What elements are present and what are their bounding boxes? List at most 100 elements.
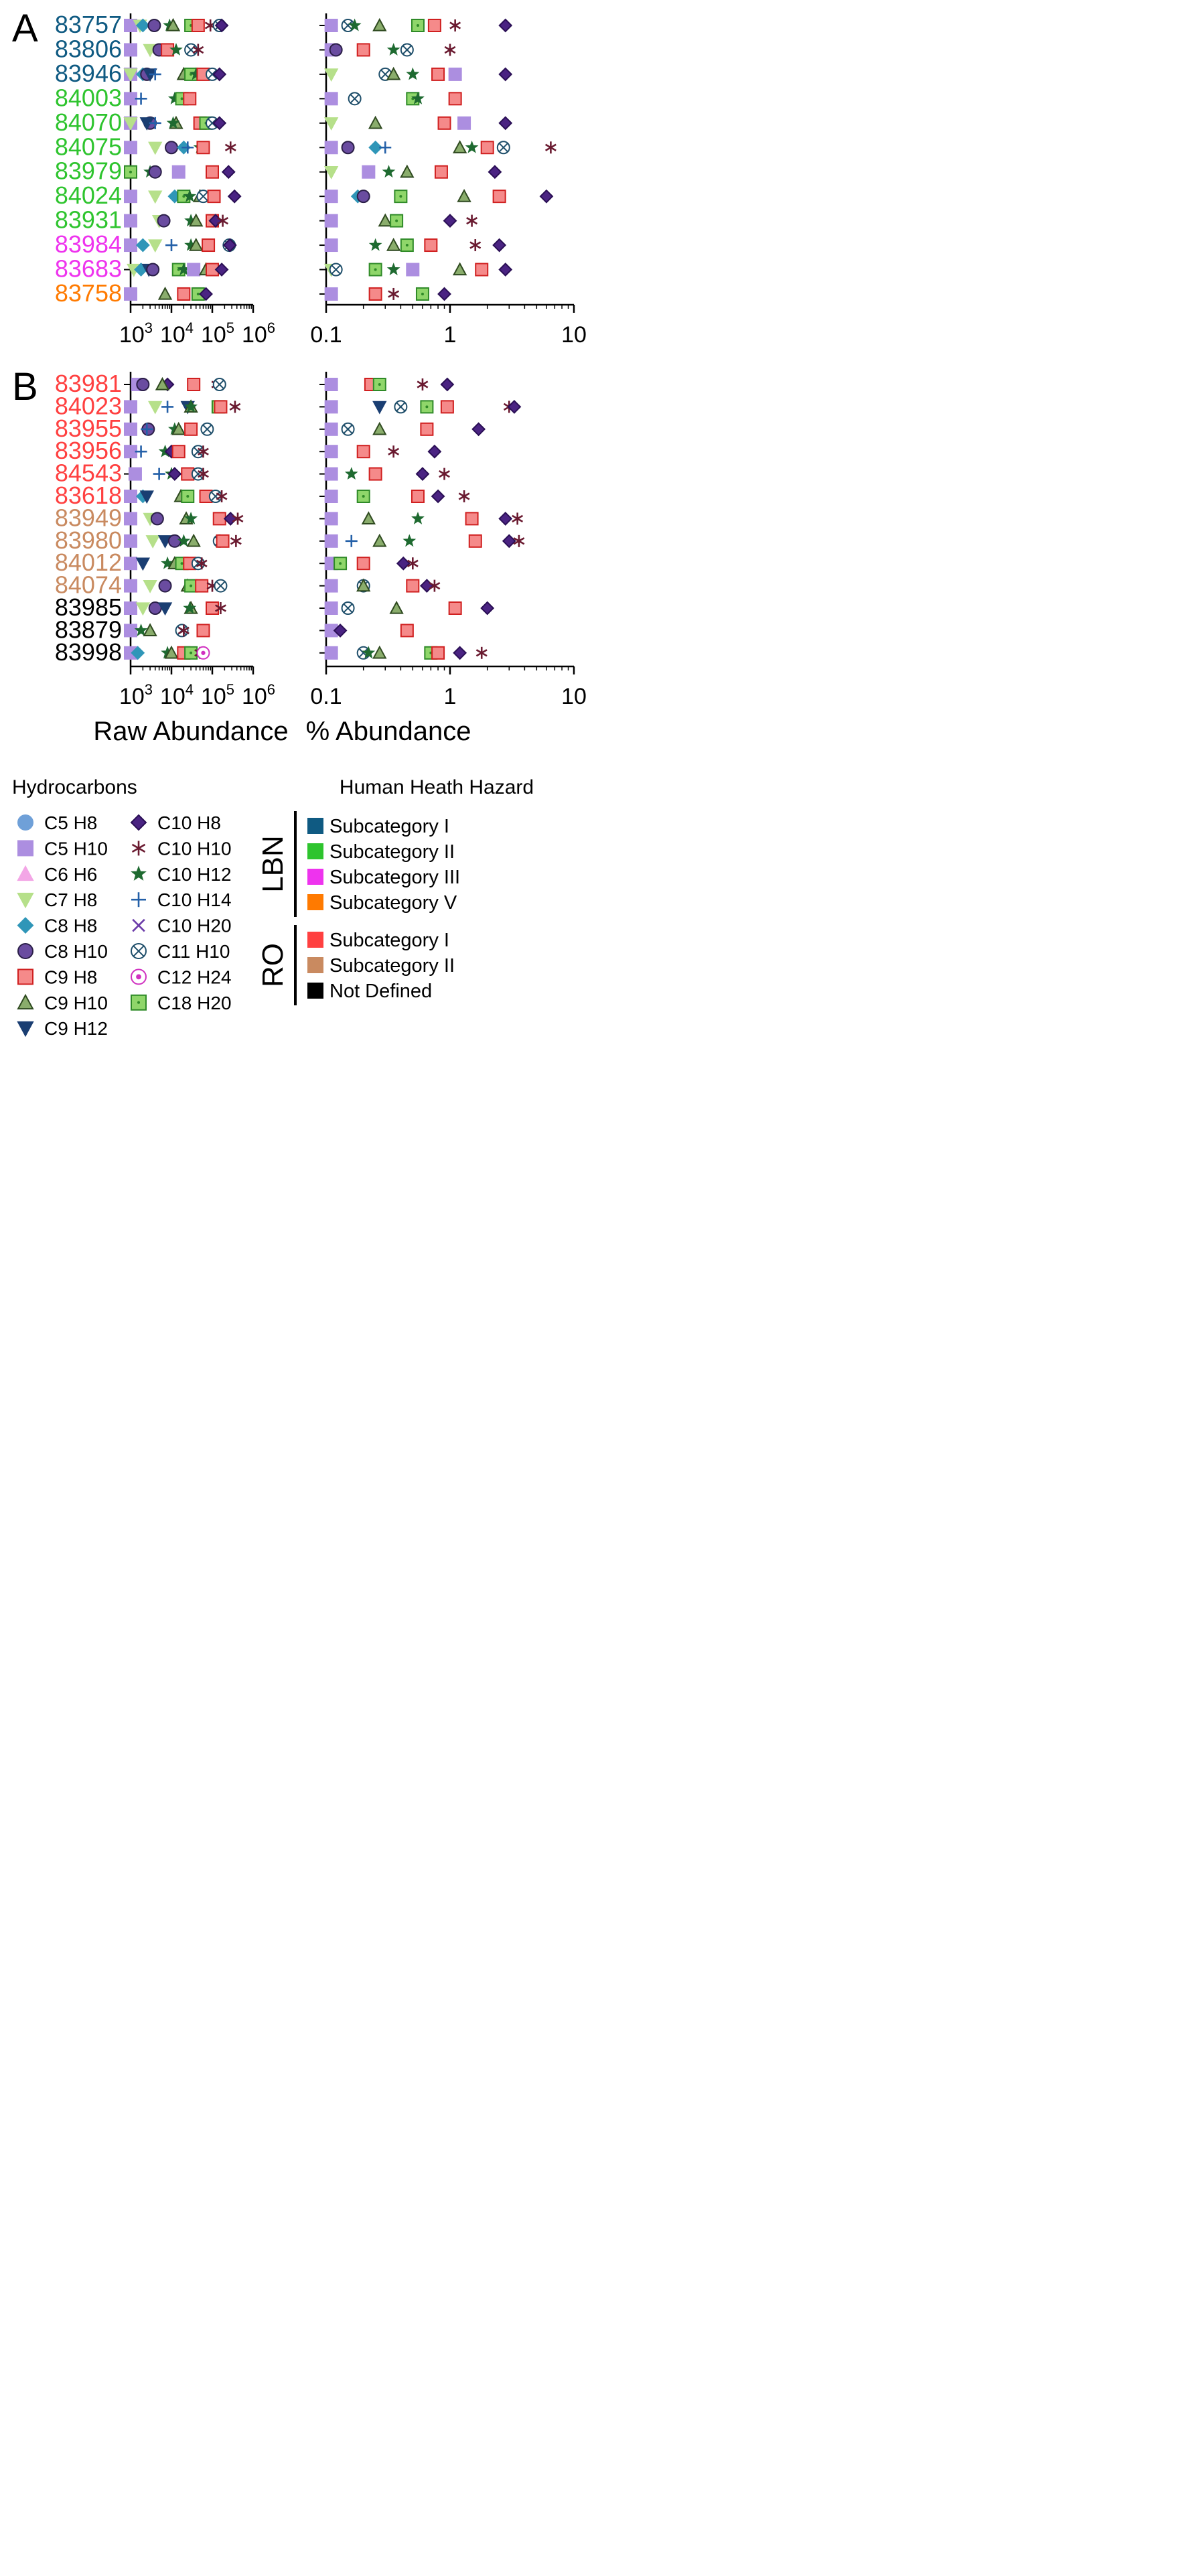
- point-raw-C5H10: [124, 490, 137, 503]
- point-raw-C10H14: [149, 117, 161, 129]
- panel-a-label: A: [12, 7, 38, 50]
- point-pct-C9H10: [356, 578, 371, 592]
- legend-item-C5H8: C5 H8: [17, 812, 97, 833]
- point-pct-C11H10: [348, 92, 362, 106]
- point-pct-C5H10: [324, 92, 338, 106]
- tick-label: 0.1: [310, 322, 342, 348]
- point-pct-C5H10: [324, 646, 338, 660]
- point-raw-C10H10: [224, 141, 236, 154]
- point-raw-C9H8: [206, 165, 219, 179]
- point-pct-C9H10: [452, 262, 467, 276]
- point-pct-C9H8: [480, 141, 494, 155]
- point-pct-C10H8: [507, 399, 522, 414]
- point-pct-C9H8: [440, 400, 454, 414]
- point-raw-C9H8: [177, 287, 191, 301]
- legend-marker-C10H12: [131, 865, 147, 881]
- point-raw-C10H10: [192, 44, 204, 56]
- tick-label: 104: [160, 681, 194, 709]
- legend-item-C11H10: C11 H10: [131, 941, 230, 962]
- point-raw-C9H8: [202, 238, 216, 253]
- point-pct-C10H10: [407, 557, 419, 570]
- point-raw-C5H10: [124, 601, 137, 615]
- point-pct-C10H14: [379, 141, 392, 154]
- point-pct-C9H10: [361, 511, 376, 525]
- point-pct-C5H10: [324, 19, 338, 32]
- legend-item-C12H24: C12 H24: [131, 967, 232, 987]
- point-pct-C10H12: [411, 511, 425, 524]
- legend-item-C5H10: C5 H10: [17, 838, 108, 859]
- point-pct-C9H8: [468, 534, 482, 548]
- point-pct-C11H10: [496, 141, 510, 155]
- point-raw-C9H10: [171, 421, 186, 435]
- legend-label: C10 H12: [157, 864, 232, 885]
- point-raw-C5H10: [124, 287, 137, 301]
- point-pct-C5H10: [324, 579, 338, 593]
- point-pct-C10H8: [453, 646, 467, 660]
- sample-label: 84003: [55, 84, 122, 111]
- point-pct-C9H10: [372, 533, 387, 547]
- legend-item-C10H20: C10 H20: [132, 916, 232, 936]
- point-pct-C5H10: [324, 467, 338, 481]
- point-pct-C8H10: [341, 141, 355, 155]
- point-pct-C9H8: [434, 165, 448, 179]
- point-pct-C10H8: [431, 489, 445, 504]
- point-pct-C5H10: [324, 190, 338, 204]
- sample-label: 84074: [55, 571, 122, 599]
- point-pct-C9H10: [457, 189, 471, 202]
- point-pct-C10H8: [471, 422, 486, 437]
- point-raw-C9H8: [196, 141, 210, 155]
- point-raw-C10H14: [153, 468, 165, 480]
- point-raw-C10H12: [166, 116, 180, 129]
- point-pct-C10H8: [498, 511, 513, 526]
- point-raw-C5H10: [124, 624, 137, 638]
- legend-label: C7 H8: [44, 889, 97, 910]
- point-raw-C11H10: [191, 467, 205, 481]
- legend-item-C10H8: C10 H8: [130, 812, 221, 833]
- point-raw-C11H10: [184, 43, 198, 57]
- point-raw-C10H14: [165, 239, 177, 252]
- point-raw-C10H14: [135, 445, 147, 458]
- sample-label: 83981: [55, 370, 122, 397]
- point-raw-C5H10: [124, 512, 137, 526]
- point-pct-C7H8: [323, 166, 339, 180]
- group-label-lbn: LBN: [256, 835, 289, 893]
- raw-axis-title: Raw Abundance: [93, 717, 288, 746]
- point-raw-C9H10: [155, 376, 170, 390]
- legend-label: C9 H10: [44, 993, 108, 1013]
- point-pct-C10H12: [344, 467, 358, 480]
- hydrocarbon-legend: Hydrocarbons C5 H8 C5 H10 C6 H6 C7 H8 C8 H8 C8…: [12, 776, 232, 1039]
- panel-letter-a: A: [12, 7, 38, 50]
- point-raw-C10H12: [184, 399, 198, 413]
- legend-label: C8 H8: [44, 916, 97, 936]
- point-pct-C10H14: [345, 534, 358, 547]
- point-raw-C10H10: [198, 445, 209, 458]
- legend-label: C11 H10: [157, 941, 230, 962]
- legend-item-C8H8: C8 H8: [17, 916, 97, 936]
- hazard-legend-title: Human Heath Hazard: [340, 776, 534, 798]
- point-pct-C9H8: [411, 490, 425, 503]
- point-pct-C11H10: [400, 43, 414, 57]
- point-raw-C7H8: [148, 239, 163, 253]
- point-raw-C5H10: [124, 400, 137, 414]
- point-pct-C5H10: [324, 534, 338, 548]
- point-raw-C10H14: [161, 401, 174, 413]
- point-raw-C5H10: [124, 190, 137, 204]
- legend-marker-C10H14: [131, 892, 146, 908]
- point-pct-C11H10: [329, 263, 343, 277]
- hazard-label-ro2: Subcategory II: [329, 955, 455, 977]
- point-pct-C8H8: [368, 140, 383, 155]
- point-pct-C9H8: [475, 263, 489, 277]
- point-pct-C10H12: [386, 43, 400, 56]
- sample-label: 84070: [55, 109, 122, 136]
- point-raw-C8H10: [158, 579, 172, 593]
- point-pct-C10H10: [444, 44, 456, 56]
- point-raw-C10H12: [184, 511, 198, 524]
- point-pct-C5H10: [324, 238, 338, 253]
- point-pct-C10H12: [362, 646, 376, 659]
- point-pct-C10H8: [396, 556, 411, 571]
- tick-label: 103: [119, 681, 153, 709]
- sample-label: 83979: [55, 157, 122, 185]
- point-raw-C9H8: [171, 445, 186, 459]
- hazard-label-lbn1: Subcategory I: [329, 816, 449, 837]
- legend-item-C18H20: C18 H20: [131, 993, 232, 1013]
